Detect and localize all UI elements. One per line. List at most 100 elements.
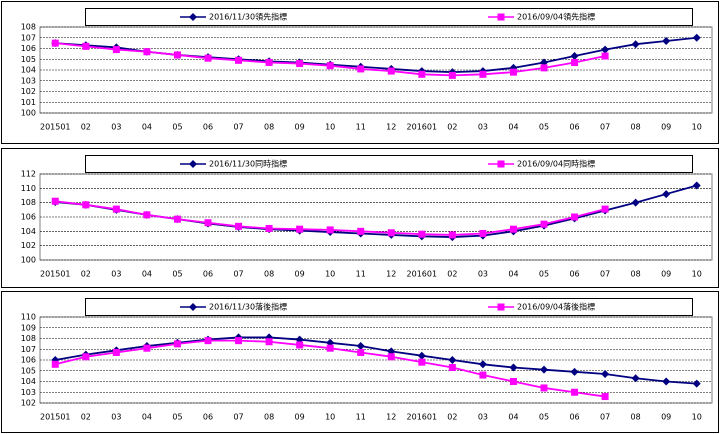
data-point (479, 229, 487, 237)
data-point (235, 337, 243, 345)
data-point (448, 71, 456, 79)
x-tick-label: 12 (386, 123, 396, 132)
x-tick-label: 07 (600, 123, 610, 132)
x-tick-label: 09 (295, 413, 305, 422)
y-tick-label: 112 (21, 170, 36, 179)
data-point (51, 39, 59, 47)
data-point (357, 227, 365, 235)
legend-marker (497, 13, 505, 21)
x-tick-label: 05 (539, 123, 549, 132)
legend-marker (497, 160, 505, 168)
legend (85, 8, 693, 26)
legend-label: 2016/11/30落後指標 (209, 302, 287, 312)
data-point (326, 226, 334, 234)
y-tick-label: 100 (21, 256, 36, 265)
x-tick-label: 05 (539, 413, 549, 422)
data-point (265, 338, 273, 346)
x-tick-label: 07 (233, 270, 243, 279)
x-tick-label: 07 (233, 123, 243, 132)
x-tick-label: 06 (203, 123, 213, 132)
data-point (631, 40, 640, 49)
x-tick-label: 10 (692, 270, 702, 279)
y-tick-label: 104 (21, 377, 36, 386)
data-point (143, 211, 151, 219)
data-point (326, 62, 334, 70)
y-tick-label: 101 (21, 98, 36, 107)
y-tick-label: 106 (21, 44, 36, 53)
data-point (570, 367, 579, 376)
data-point (479, 371, 487, 379)
data-point (387, 353, 395, 361)
legend (85, 155, 693, 173)
y-tick-label: 109 (21, 323, 36, 332)
x-tick-label: 09 (661, 413, 671, 422)
x-tick-label: 201501 (40, 413, 71, 422)
x-tick-label: 06 (569, 123, 579, 132)
x-tick-label: 06 (569, 270, 579, 279)
x-tick-label: 07 (233, 413, 243, 422)
x-tick-label: 05 (539, 270, 549, 279)
x-tick-label: 12 (386, 270, 396, 279)
x-tick-label: 03 (111, 413, 121, 422)
x-tick-label: 09 (661, 270, 671, 279)
x-tick-label: 10 (692, 123, 702, 132)
data-point (356, 342, 365, 351)
data-point (448, 364, 456, 372)
y-tick-label: 105 (21, 366, 36, 375)
data-point (571, 388, 579, 396)
x-tick-label: 02 (81, 123, 91, 132)
y-tick-label: 110 (21, 313, 36, 322)
y-tick-label: 107 (21, 33, 36, 42)
data-point (662, 36, 671, 45)
legend-label: 2016/09/04落後指標 (517, 302, 595, 312)
x-tick-label: 07 (600, 270, 610, 279)
y-tick-label: 106 (21, 356, 36, 365)
data-point (235, 56, 243, 64)
data-point (418, 358, 426, 366)
y-tick-label: 102 (21, 87, 36, 96)
legend-label: 2016/11/30同時指標 (209, 159, 287, 169)
data-point (387, 67, 395, 75)
x-tick-label: 08 (264, 270, 274, 279)
x-tick-label: 10 (325, 123, 335, 132)
data-point (204, 219, 212, 227)
x-tick-label: 12 (386, 413, 396, 422)
data-point (265, 224, 273, 232)
x-tick-label: 201501 (40, 270, 71, 279)
x-tick-label: 10 (692, 413, 702, 422)
x-tick-label: 06 (203, 270, 213, 279)
x-tick-label: 10 (325, 413, 335, 422)
data-point (601, 52, 609, 60)
y-tick-label: 103 (21, 388, 36, 397)
data-point (509, 378, 517, 385)
data-point (326, 344, 334, 352)
x-tick-label: 08 (264, 123, 274, 132)
x-tick-label: 08 (631, 270, 641, 279)
x-tick-label: 09 (295, 123, 305, 132)
panel-border (1, 291, 719, 433)
x-tick-label: 05 (172, 123, 182, 132)
x-tick-label: 04 (142, 413, 152, 422)
data-point (692, 379, 701, 388)
y-tick-label: 108 (21, 23, 36, 32)
series-line (55, 336, 697, 385)
x-tick-label: 03 (478, 123, 488, 132)
y-tick-label: 102 (21, 241, 36, 250)
data-point (540, 64, 548, 72)
legend-marker (189, 303, 197, 311)
x-tick-label: 03 (111, 270, 121, 279)
data-point (571, 213, 579, 221)
data-point (570, 52, 579, 61)
data-point (418, 230, 426, 238)
y-tick-label: 106 (21, 213, 36, 222)
x-tick-label: 11 (356, 123, 366, 132)
data-point (296, 60, 304, 68)
data-point (692, 181, 701, 190)
x-tick-label: 05 (172, 270, 182, 279)
legend-label: 2016/09/04同時指標 (517, 159, 595, 169)
data-point (51, 360, 59, 368)
data-point (112, 46, 120, 54)
data-point (540, 220, 548, 228)
data-point (82, 201, 90, 209)
